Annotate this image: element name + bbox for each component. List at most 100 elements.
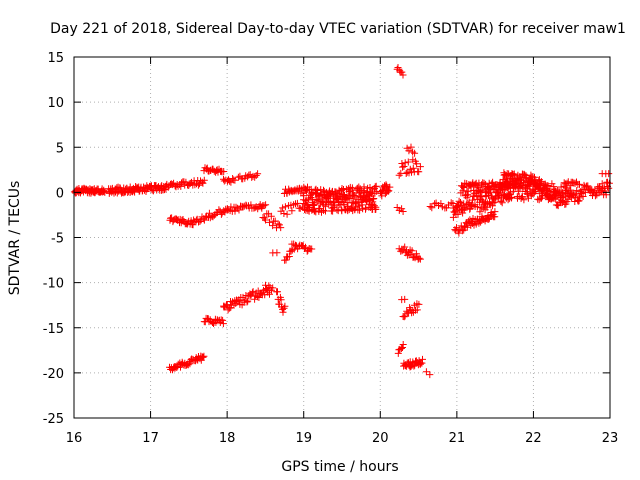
data-point	[510, 170, 518, 178]
data-point	[215, 206, 223, 214]
x-axis-label: GPS time / hours	[281, 459, 398, 475]
data-point	[277, 296, 285, 304]
data-point	[525, 182, 533, 190]
data-point	[385, 187, 393, 195]
data-point	[283, 210, 291, 218]
data-point	[473, 203, 481, 211]
data-point	[288, 207, 296, 215]
x-tick-label: 20	[372, 431, 389, 446]
data-point	[601, 187, 609, 195]
data-point	[273, 249, 281, 257]
data-point	[573, 187, 581, 195]
data-point	[356, 206, 364, 214]
y-tick-label: -5	[51, 232, 64, 247]
data-point	[251, 173, 259, 181]
data-point	[386, 183, 394, 191]
data-point	[279, 308, 287, 316]
data-point	[527, 171, 535, 179]
data-point	[406, 165, 414, 173]
data-point	[274, 220, 282, 228]
data-point	[230, 301, 238, 309]
data-point	[398, 68, 406, 76]
data-point	[234, 173, 242, 181]
data-point	[519, 193, 526, 201]
data-point	[249, 288, 257, 296]
data-point	[401, 295, 409, 303]
data-point	[177, 182, 185, 190]
data-point	[605, 170, 613, 178]
data-point	[370, 202, 378, 210]
data-point	[100, 187, 108, 195]
data-point	[191, 181, 199, 189]
data-point	[194, 181, 202, 189]
data-point	[531, 188, 539, 195]
data-point	[200, 216, 208, 224]
x-tick-labels: 16 17 18 19 20 21 22 23	[66, 431, 619, 446]
data-point	[415, 168, 423, 176]
data-point	[557, 183, 565, 191]
data-point	[280, 210, 288, 217]
data-point	[416, 255, 424, 263]
y-tick-label: -20	[43, 367, 64, 382]
data-point	[411, 149, 419, 157]
data-point	[508, 193, 516, 201]
y-tick-label: 0	[56, 186, 64, 201]
data-point	[407, 143, 415, 151]
data-point	[314, 196, 322, 204]
data-point	[399, 71, 407, 79]
axis-ticks	[73, 56, 611, 419]
data-point	[401, 159, 409, 167]
data-point	[200, 352, 208, 360]
data-point	[394, 64, 402, 71]
data-point	[262, 201, 270, 209]
data-point	[200, 176, 208, 184]
data-point	[454, 210, 462, 218]
data-point	[231, 176, 239, 184]
data-point	[479, 179, 487, 187]
data-point	[400, 313, 408, 321]
data-point	[512, 179, 520, 187]
data-point	[308, 245, 316, 253]
data-point	[413, 160, 421, 168]
data-point	[431, 200, 439, 208]
data-point	[219, 316, 227, 324]
data-point	[567, 186, 575, 194]
data-point	[476, 208, 484, 216]
y-tick-label: -25	[43, 412, 64, 427]
x-tick-label: 17	[142, 431, 159, 446]
grid-lines	[74, 57, 610, 418]
x-tick-label: 22	[525, 431, 542, 446]
data-point	[598, 180, 606, 188]
data-point	[426, 371, 434, 379]
data-point	[511, 183, 519, 191]
data-point	[282, 256, 290, 264]
y-tick-label: 15	[47, 51, 64, 66]
data-point	[401, 243, 409, 251]
data-point	[419, 355, 426, 363]
data-point	[372, 203, 380, 211]
data-point	[378, 192, 386, 200]
data-point	[184, 361, 192, 369]
y-tick-label: -10	[43, 277, 64, 292]
data-point	[455, 197, 463, 205]
data-point	[453, 224, 460, 232]
data-point	[579, 193, 587, 200]
data-point	[281, 302, 289, 310]
data-point	[408, 247, 416, 255]
data-point	[506, 184, 514, 192]
data-point	[491, 208, 499, 216]
data-point	[545, 188, 553, 195]
data-point	[548, 180, 556, 188]
data-point	[478, 186, 486, 194]
data-point	[370, 195, 378, 202]
data-point	[266, 290, 273, 298]
data-point	[560, 191, 568, 199]
data-point	[332, 191, 340, 199]
data-point	[485, 215, 493, 223]
data-point	[350, 192, 358, 199]
data-point	[371, 183, 379, 191]
x-tick-label: 18	[219, 431, 236, 446]
data-point	[345, 188, 353, 195]
